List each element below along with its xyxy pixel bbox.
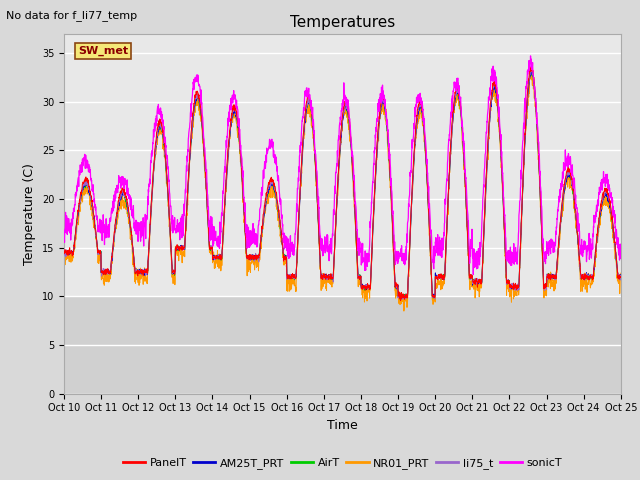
Text: No data for f_li77_temp: No data for f_li77_temp [6, 10, 138, 21]
Title: Temperatures: Temperatures [290, 15, 395, 30]
Legend: PanelT, AM25T_PRT, AirT, NR01_PRT, li75_t, sonicT: PanelT, AM25T_PRT, AirT, NR01_PRT, li75_… [118, 453, 566, 473]
X-axis label: Time: Time [327, 419, 358, 432]
Text: SW_met: SW_met [78, 46, 128, 57]
Bar [64, 296, 621, 394]
Y-axis label: Temperature (C): Temperature (C) [23, 163, 36, 264]
